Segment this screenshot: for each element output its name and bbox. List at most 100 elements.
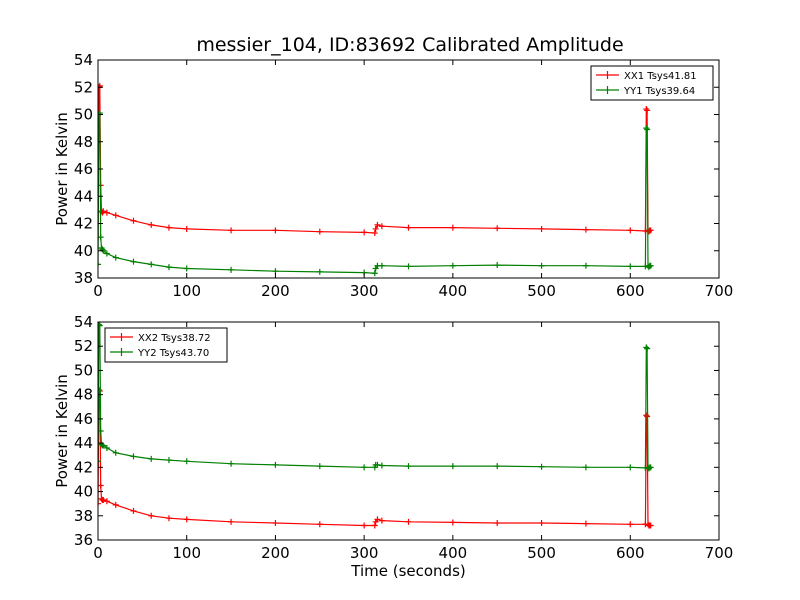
- y-tick-label: 48: [74, 133, 93, 151]
- data-point: [647, 522, 654, 529]
- data-point: [538, 520, 545, 527]
- data-point: [165, 264, 172, 271]
- data-point: [644, 345, 651, 352]
- data-point: [98, 234, 104, 241]
- data-point: [148, 512, 155, 519]
- bottom-panel: 0 100 200 300 400 500 600 700 36 38 40 42 44 46 48 50 52…: [74, 313, 733, 562]
- data-point: [371, 522, 378, 529]
- y-tick-label: 42: [74, 458, 93, 476]
- data-point: [272, 520, 279, 527]
- y-tick-label: 36: [74, 531, 93, 549]
- data-point: [183, 458, 190, 465]
- data-point: [183, 265, 190, 272]
- data-point: [183, 225, 190, 232]
- x-tick-label: 300: [350, 282, 379, 300]
- data-point: [494, 463, 501, 470]
- data-point: [582, 464, 589, 471]
- x-tick-label: 0: [93, 282, 103, 300]
- data-point: [103, 498, 110, 505]
- data-point: [148, 221, 155, 228]
- x-axis-label: Time (seconds): [351, 562, 466, 580]
- data-point: [130, 258, 137, 265]
- y-tick-label: 54: [74, 313, 93, 331]
- data-point: [449, 519, 456, 526]
- data-point: [165, 224, 172, 231]
- data-point: [643, 125, 650, 132]
- data-point: [374, 461, 381, 468]
- data-point: [378, 262, 385, 269]
- data-point: [98, 482, 104, 489]
- y-tick-label: 42: [74, 215, 93, 233]
- data-point: [98, 110, 103, 117]
- data-point: [627, 521, 634, 528]
- data-point: [228, 227, 235, 234]
- axes-frame: [97, 321, 720, 541]
- y-tick-label: 48: [74, 386, 93, 404]
- chart-title: messier_104, ID:83692 Calibrated Amplitu…: [196, 34, 624, 56]
- data-point: [103, 250, 110, 257]
- data-point: [582, 262, 589, 269]
- y-tick-label: 52: [74, 337, 93, 355]
- data-point: [647, 227, 654, 234]
- data-point: [582, 226, 589, 233]
- top-panel: 0 100 200 300 400 500 600 700 38 40 42 44 46 48 50 52 54…: [74, 51, 733, 300]
- data-point: [112, 449, 119, 456]
- x-tick-label: 300: [350, 544, 379, 562]
- data-point: [627, 227, 634, 234]
- data-point: [99, 246, 106, 253]
- data-point: [361, 522, 368, 529]
- data-point: [165, 515, 172, 522]
- y-tick-label: 46: [74, 410, 93, 428]
- data-point: [98, 82, 103, 89]
- data-point: [378, 517, 385, 524]
- data-point: [627, 263, 634, 270]
- data-point: [371, 270, 378, 277]
- data-point: [130, 217, 137, 224]
- data-point: [374, 221, 381, 228]
- data-point: [112, 501, 119, 508]
- data-point: [228, 460, 235, 467]
- legend-box: [104, 327, 228, 363]
- data-point: [165, 457, 172, 464]
- data-point: [316, 463, 323, 470]
- data-point: [112, 212, 119, 219]
- data-point: [374, 516, 381, 523]
- x-tick-label: 200: [261, 544, 290, 562]
- data-point: [98, 458, 101, 465]
- data-point: [644, 107, 651, 114]
- legend-label: YY2 Tsys43.70: [137, 348, 209, 359]
- data-point: [538, 262, 545, 269]
- x-tick-label: 600: [616, 282, 645, 300]
- data-point: [112, 254, 119, 261]
- data-point: [627, 464, 634, 471]
- data-point: [228, 266, 235, 273]
- data-point: [98, 261, 101, 268]
- x-tick-label: 700: [705, 544, 734, 562]
- data-point: [148, 261, 155, 268]
- data-point: [371, 230, 378, 237]
- y-tick-label: 38: [74, 507, 93, 525]
- data-point: [316, 228, 323, 235]
- data-point: [98, 500, 101, 507]
- data-point: [100, 442, 107, 449]
- data-point: [405, 263, 412, 270]
- legend-box: [590, 65, 714, 101]
- data-point: [642, 263, 649, 270]
- x-tick-label: 400: [439, 544, 468, 562]
- data-point: [103, 209, 110, 216]
- data-point: [405, 518, 412, 525]
- data-point: [372, 225, 379, 232]
- legend: XX1 Tsys41.81 YY1 Tsys39.64: [590, 65, 714, 101]
- data-point: [494, 262, 501, 269]
- y-tick-label: 46: [74, 160, 93, 178]
- data-point: [642, 464, 649, 471]
- top-y-axis-label: Power in Kelvin: [53, 112, 71, 226]
- data-point: [148, 455, 155, 462]
- series-2: [98, 322, 654, 472]
- data-point: [405, 463, 412, 470]
- y-tick-label: 54: [74, 51, 93, 69]
- data-point: [494, 225, 501, 232]
- data-point: [582, 520, 589, 527]
- data-point: [449, 224, 456, 231]
- data-point: [98, 428, 104, 434]
